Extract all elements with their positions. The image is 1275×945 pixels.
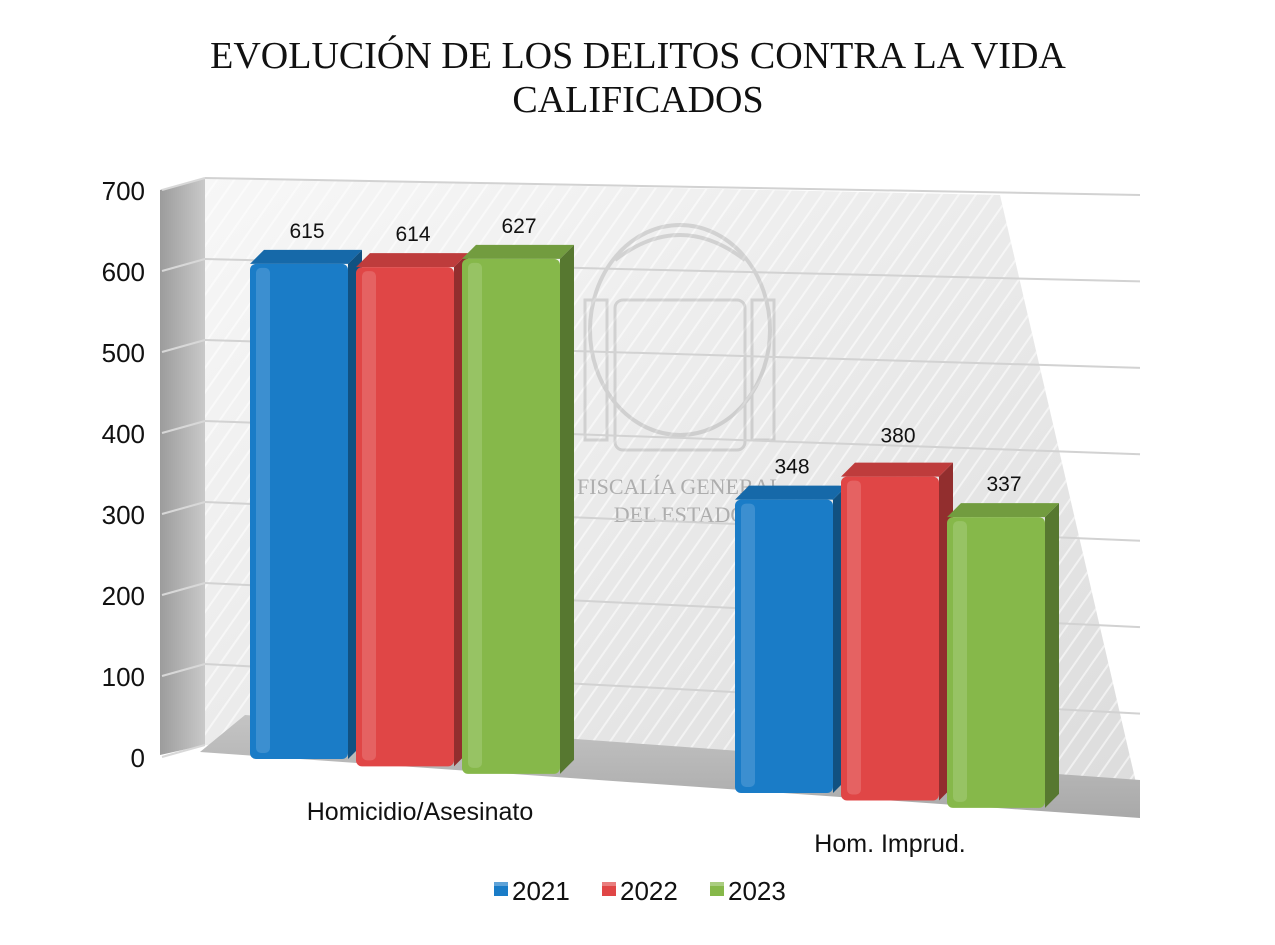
legend-swatch-highlight xyxy=(710,882,724,886)
y-tick-label: 700 xyxy=(102,176,145,206)
bar-2022-hom-imprud xyxy=(841,462,953,801)
gridline xyxy=(204,177,1141,196)
y-tick-label: 400 xyxy=(102,419,145,449)
data-label: 627 xyxy=(501,215,536,238)
bar-top xyxy=(356,253,468,268)
y-tick-label: 500 xyxy=(102,338,145,368)
y-tick-label: 600 xyxy=(102,257,145,287)
bar-top xyxy=(250,249,362,264)
data-label: 380 xyxy=(880,425,915,448)
side-gridline xyxy=(161,258,206,272)
legend-label: 2021 xyxy=(512,876,570,906)
category-label: Hom. Imprud. xyxy=(814,830,965,858)
category-labels: Homicidio/Asesinato Hom. Imprud. xyxy=(307,798,966,858)
bar-top xyxy=(947,503,1059,518)
y-tick-label: 100 xyxy=(102,662,145,692)
legend: 2021 2022 2023 xyxy=(494,876,786,906)
data-labels: 615 614 627 348 380 337 xyxy=(289,215,1021,496)
bar-front xyxy=(735,499,833,794)
watermark-crest xyxy=(583,223,776,452)
bar-highlight xyxy=(362,271,376,761)
bar-highlight xyxy=(847,480,861,795)
bar-2022-homicidio xyxy=(356,253,468,767)
bar-2023-hom-imprud xyxy=(947,503,1059,808)
side-gridline xyxy=(161,339,206,353)
bar-2021-homicidio xyxy=(250,249,362,759)
y-tick-label: 200 xyxy=(102,581,145,611)
bar-2023-homicidio xyxy=(462,244,574,774)
bar-2021-hom-imprud xyxy=(735,485,847,794)
legend-swatch-highlight xyxy=(494,882,508,886)
bar-top xyxy=(462,244,574,259)
data-label: 614 xyxy=(395,223,430,246)
chart-title-line-1: EVOLUCIÓN DE LOS DELITOS CONTRA LA VIDA xyxy=(210,35,1066,77)
legend-item-2023: 2023 xyxy=(710,876,786,906)
category-label: Homicidio/Asesinato xyxy=(307,798,534,826)
bar-highlight xyxy=(741,503,755,788)
plot-side-wall xyxy=(160,178,205,755)
legend-label: 2022 xyxy=(620,876,678,906)
chart-title-line-2: CALIFICADOS xyxy=(512,79,763,121)
side-gridline xyxy=(161,663,206,677)
side-gridline xyxy=(161,501,206,515)
side-gridline xyxy=(161,582,206,596)
legend-label: 2023 xyxy=(728,876,786,906)
side-gridline xyxy=(161,744,206,758)
bar-side xyxy=(1045,503,1059,808)
bar-highlight xyxy=(953,521,967,802)
bar-front xyxy=(356,267,454,767)
legend-swatch-highlight xyxy=(602,882,616,886)
data-label: 615 xyxy=(289,220,324,243)
bar-highlight xyxy=(468,262,482,768)
bars xyxy=(250,244,1059,808)
bar-top xyxy=(841,462,953,477)
bar-top xyxy=(735,485,847,500)
data-label: 337 xyxy=(986,473,1021,496)
y-axis-tick-labels: 0 100 200 300 400 500 600 700 xyxy=(102,176,145,773)
bar-front xyxy=(947,517,1045,808)
y-tick-label: 300 xyxy=(102,500,145,530)
y-tick-label: 0 xyxy=(131,743,145,773)
data-label: 348 xyxy=(774,456,809,479)
side-gridline xyxy=(161,177,206,191)
bar-side xyxy=(560,244,574,774)
side-gridline xyxy=(161,420,206,434)
bar-front xyxy=(841,476,939,801)
bar-highlight xyxy=(256,267,270,753)
legend-item-2022: 2022 xyxy=(602,876,678,906)
bar-front xyxy=(462,258,560,774)
legend-item-2021: 2021 xyxy=(494,876,570,906)
bar-front xyxy=(250,263,348,759)
